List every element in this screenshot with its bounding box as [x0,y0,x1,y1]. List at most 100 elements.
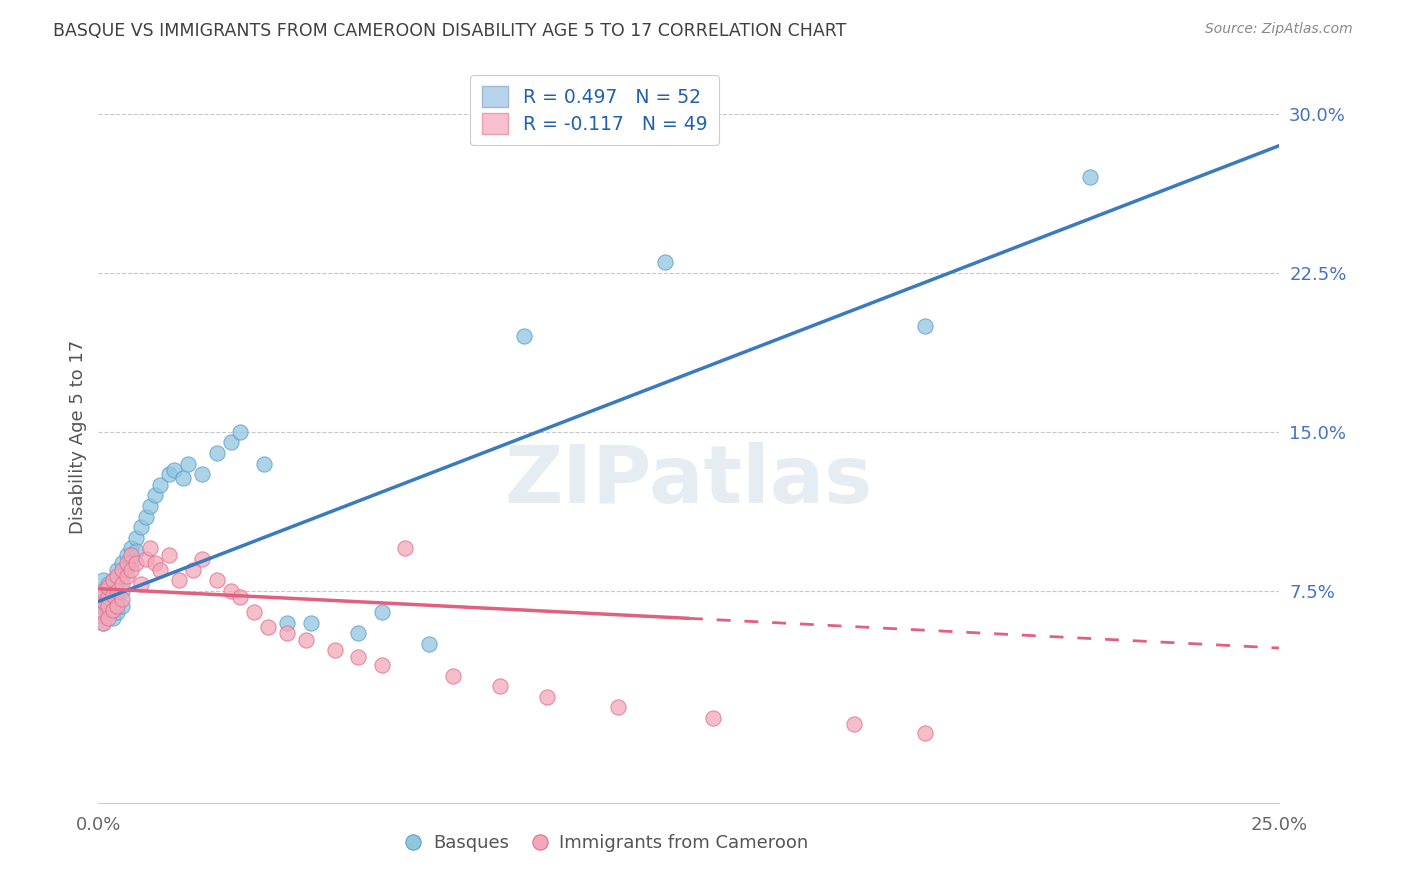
Point [149,563,172,577]
Point [111,599,134,613]
Point [125,531,148,545]
Point [111,563,134,577]
Point [219,435,242,450]
Point [702,711,724,725]
Point [101,573,124,587]
Point [125,543,148,558]
Point [191,552,214,566]
Point [97,588,120,602]
Point [323,643,346,657]
Point [121,556,143,570]
Point [97,599,120,613]
Point [371,605,394,619]
Point [243,605,266,619]
Point [135,509,157,524]
Point [115,560,138,574]
Point [257,620,280,634]
Point [191,467,214,482]
Point [135,552,157,566]
Point [172,471,194,485]
Point [105,605,128,619]
Point [97,590,120,604]
Point [607,700,630,714]
Point [115,548,138,562]
Point [157,548,180,562]
Point [105,583,128,598]
Point [111,592,134,607]
Point [105,599,128,613]
Point [181,563,204,577]
Point [101,583,124,598]
Point [91,594,114,608]
Point [489,679,512,693]
Point [111,556,134,570]
Point [129,577,152,591]
Point [97,600,120,615]
Point [105,563,128,577]
Point [229,425,252,439]
Point [121,563,143,577]
Point [91,615,114,630]
Point [91,583,114,598]
Point [111,583,134,598]
Point [295,632,318,647]
Point [441,668,464,682]
Point [121,541,143,556]
Point [654,255,676,269]
Point [512,329,534,343]
Point [105,590,128,604]
Point [418,637,440,651]
Point [914,726,936,740]
Point [91,573,114,587]
Point [105,569,128,583]
Point [276,626,298,640]
Point [253,457,276,471]
Point [371,658,394,673]
Point [90,605,112,619]
Point [129,520,152,534]
Point [139,499,162,513]
Point [163,463,186,477]
Point [149,477,172,491]
Point [394,541,416,556]
Text: Source: ZipAtlas.com: Source: ZipAtlas.com [1205,22,1353,37]
Point [139,541,162,556]
Point [205,573,228,587]
Point [115,556,138,570]
Point [536,690,558,704]
Point [115,569,138,583]
Point [1080,170,1102,185]
Point [219,583,242,598]
Point [157,467,180,482]
Point [101,603,124,617]
Point [91,583,114,598]
Point [105,577,128,591]
Point [111,577,134,591]
Point [205,446,228,460]
Point [125,556,148,570]
Point [101,573,124,587]
Point [97,611,120,625]
Point [101,611,124,625]
Point [299,615,322,630]
Point [97,577,120,591]
Point [143,556,166,570]
Point [101,588,124,602]
Point [229,590,252,604]
Point [101,599,124,613]
Text: BASQUE VS IMMIGRANTS FROM CAMEROON DISABILITY AGE 5 TO 17 CORRELATION CHART: BASQUE VS IMMIGRANTS FROM CAMEROON DISAB… [53,22,846,40]
Text: ZIPatlas: ZIPatlas [505,442,873,520]
Point [97,605,120,619]
Point [91,594,114,608]
Point [347,626,370,640]
Point [914,318,936,333]
Y-axis label: Disability Age 5 to 17: Disability Age 5 to 17 [69,340,87,534]
Point [347,649,370,664]
Point [177,457,200,471]
Point [143,488,166,502]
Point [167,573,190,587]
Point [844,717,866,731]
Point [90,599,112,613]
Point [91,609,114,624]
Point [97,590,120,604]
